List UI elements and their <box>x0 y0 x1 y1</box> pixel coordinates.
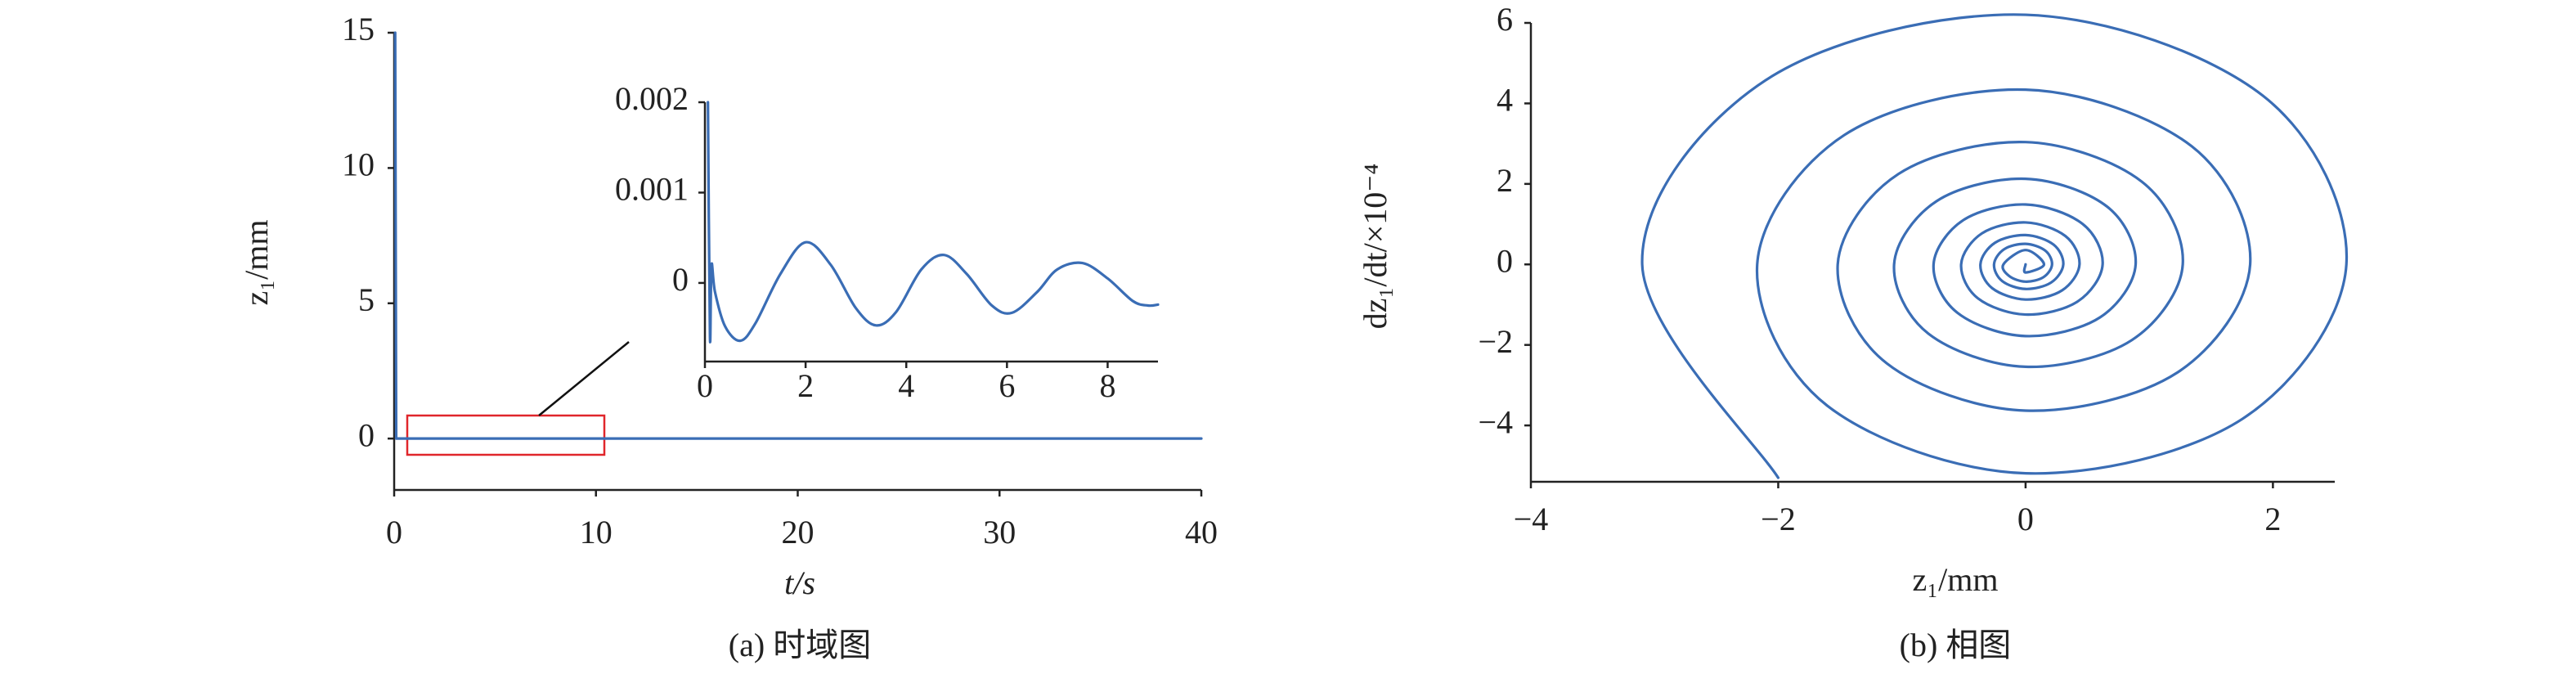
x-tick-label: −4 <box>1514 501 1549 537</box>
y-tick-label: 0 <box>1497 242 1513 279</box>
data-line <box>393 31 1203 440</box>
x-axis-label: z₁/mm <box>1912 561 1998 598</box>
y-tick-label: 0.002 <box>615 80 689 117</box>
caption: (a) 时域图 <box>729 627 871 663</box>
x-axis-label: t/s <box>784 564 815 601</box>
x-tick-label: 2 <box>797 367 814 404</box>
x-tick-label: 0 <box>386 514 402 550</box>
x-tick-label: 2 <box>2264 501 2281 537</box>
x-tick-label: 0 <box>697 367 713 404</box>
zoom-box <box>406 414 606 456</box>
data-line <box>1640 13 2349 479</box>
x-tick-label: 6 <box>999 367 1015 404</box>
y-tick-label: 6 <box>1497 1 1513 38</box>
x-tick-label: 30 <box>983 514 1016 550</box>
caption: (b) 相图 <box>1900 627 2012 663</box>
y-axis-label: dz₁/dt/×10⁻⁴ <box>1357 164 1393 330</box>
zoom-connector <box>538 341 630 416</box>
y-tick-label: 4 <box>1497 82 1513 119</box>
y-tick-label: 10 <box>342 146 375 183</box>
y-tick-label: 5 <box>358 281 375 318</box>
y-tick-label: 0.001 <box>615 171 689 208</box>
x-tick-label: 10 <box>580 514 613 550</box>
x-tick-label: 0 <box>2017 501 2034 537</box>
x-tick-label: 4 <box>898 367 914 404</box>
x-tick-label: 40 <box>1185 514 1218 550</box>
x-tick-label: 20 <box>782 514 815 550</box>
y-tick-label: 0 <box>358 416 375 453</box>
x-tick-label: −2 <box>1761 501 1796 537</box>
y-tick-label: 0 <box>672 261 689 298</box>
data-line <box>707 101 1160 344</box>
y-axis-label: z₁/mm <box>238 219 275 305</box>
y-tick-label: −4 <box>1478 403 1513 440</box>
y-tick-label: −2 <box>1478 323 1513 360</box>
x-tick-label: 8 <box>1099 367 1115 404</box>
y-tick-label: 2 <box>1497 162 1513 199</box>
y-tick-label: 15 <box>342 11 375 47</box>
